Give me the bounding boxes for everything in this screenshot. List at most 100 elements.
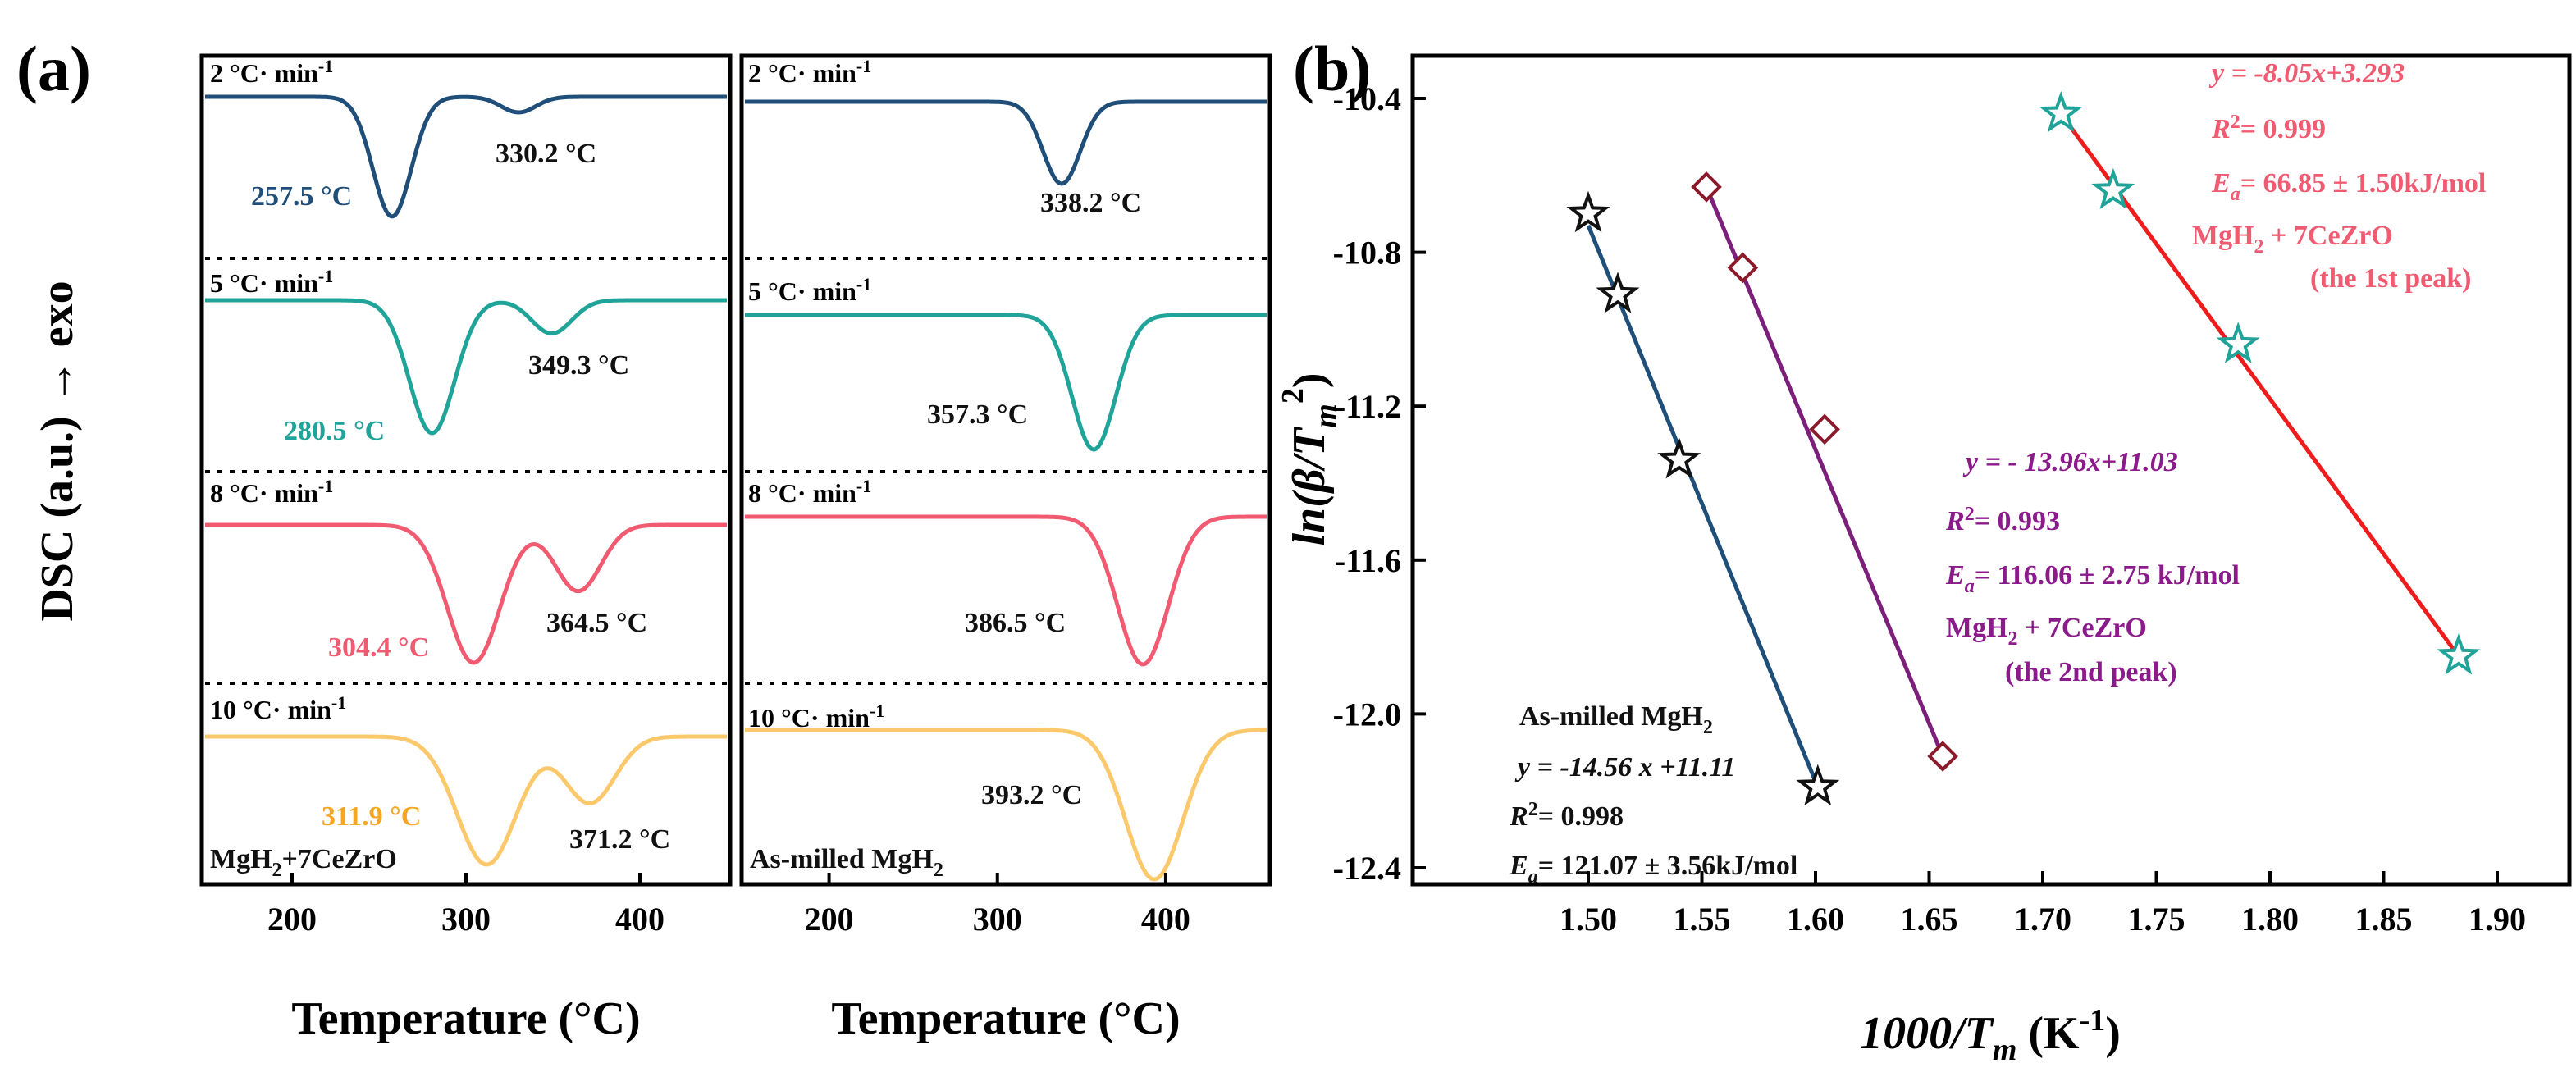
rate-label-left-8: 8 °C· min-1 (210, 476, 333, 508)
right-dsc-traces (745, 99, 1267, 882)
peak-label-right-10: 393.2 °C (981, 780, 1082, 810)
peak-label-left-10-first: 311.9 °C (322, 801, 421, 832)
dsc-curve-right-2 (745, 99, 1267, 186)
data-point-0-3 (1796, 764, 1840, 806)
peak-label-left-8-second: 364.5 °C (546, 608, 647, 638)
ytick-label--12: -12.0 (1333, 696, 1401, 732)
sample-label-right: As-milled MgH2 (750, 844, 943, 881)
peak-label-left-2-first: 257.5 °C (251, 181, 352, 212)
data-point-2-3 (2437, 633, 2481, 675)
name-first-peak: MgH2 + 7CeZrO (2192, 221, 2393, 258)
rate-label-right-2: 2 °C· min-1 (748, 56, 871, 88)
data-point-1-1 (1727, 252, 1759, 284)
data-point-2-0 (2039, 90, 2083, 133)
peak-label-left-8-first: 304.4 °C (328, 632, 429, 663)
ea-first-peak: Ea= 66.85 ± 1.50kJ/mol (2211, 168, 2486, 205)
rate-label-left-5: 5 °C· min-1 (210, 266, 333, 298)
dsc-curve-right-8 (745, 514, 1267, 667)
tick-label-right-400: 400 (1141, 901, 1190, 938)
tick-label-left-400: 400 (615, 901, 665, 938)
annotation-second-peak: y = - 13.96x+11.03 R2= 0.993 Ea= 116.06 … (1945, 447, 2240, 687)
rate-label-right-8: 8 °C· min-1 (748, 476, 871, 508)
dsc-curve-left-10 (205, 734, 727, 867)
panel-b-frame (1410, 53, 2572, 887)
data-point-1-0 (1691, 171, 1722, 203)
dsc-curve-left-2 (205, 94, 727, 219)
annotation-as-milled: As-milled MgH2 y = -14.56 x +11.11 R2= 0… (1509, 701, 1797, 888)
panel-b-label: (b) (1293, 33, 1371, 104)
ytick-label--12.4: -12.4 (1333, 850, 1401, 887)
peak-label-left-5-second: 349.3 °C (528, 350, 629, 381)
tick-label-left-300: 300 (441, 901, 491, 938)
name-second-peak: MgH2 + 7CeZrO (1946, 613, 2147, 650)
eq-second-peak: y = - 13.96x+11.03 (1962, 447, 2178, 477)
dotted-separators (205, 257, 1267, 685)
data-point-1-3 (1927, 741, 1958, 772)
panel-b-markers (1566, 90, 2481, 806)
peak-second-peak: (the 2nd peak) (2005, 657, 2177, 687)
xtick-label-1.65: 1.65 (1901, 901, 1958, 938)
dsc-curve-left-5 (205, 298, 727, 436)
data-point-1-2 (1809, 413, 1840, 445)
eq-as-milled: y = -14.56 x +11.11 (1514, 752, 1735, 783)
panel-a-xticks: 200 300 400 200 300 400 (267, 873, 1190, 938)
rate-labels-left: 2 °C· min-1 5 °C· min-1 8 °C· min-1 10 °… (210, 56, 346, 724)
xtick-label-1.8: 1.80 (2241, 901, 2299, 938)
ea-second-peak: Ea= 116.06 ± 2.75 kJ/mol (1945, 560, 2240, 597)
tick-label-right-200: 200 (805, 901, 854, 938)
ytick-label--11.2: -11.2 (1335, 388, 1401, 425)
dsc-curve-right-10 (745, 728, 1267, 882)
xtick-label-1.7: 1.70 (2014, 901, 2071, 938)
eq-first-peak: y = -8.05x+3.293 (2208, 58, 2405, 89)
rate-label-left-2: 2 °C· min-1 (210, 56, 333, 88)
r2-first-peak: R2= 0.999 (2211, 112, 2326, 144)
subplot-right-frame (739, 53, 1272, 887)
tick-label-left-200: 200 (267, 901, 317, 938)
name-as-milled: As-milled MgH2 (1519, 701, 1713, 738)
xtick-label-1.75: 1.75 (2128, 901, 2185, 938)
peak-labels-left: 257.5 °C 330.2 °C 280.5 °C 349.3 °C 304.… (251, 139, 670, 855)
data-point-2-2 (2216, 322, 2260, 363)
peak-label-left-2-second: 330.2 °C (496, 139, 596, 169)
fit-line-2 (2059, 112, 2460, 658)
panel-b-ylabel: ln(β/Tm2) (1276, 372, 1343, 545)
tick-label-right-300: 300 (973, 901, 1022, 938)
xtick-label-1.9: 1.90 (2469, 901, 2526, 938)
xtick-label-1.5: 1.50 (1560, 901, 1617, 938)
dsc-curve-left-8 (205, 522, 727, 665)
fit-line-1 (1704, 185, 1945, 757)
sample-label-left: MgH2+7CeZrO (210, 844, 397, 881)
panel-b-fit-lines (1586, 112, 2460, 788)
rate-label-left-10: 10 °C· min-1 (210, 692, 346, 724)
panel-b-xlabel: 1000/Tm (K-1) (1860, 1003, 2121, 1067)
peak-first-peak: (the 1st peak) (2310, 263, 2471, 294)
ytick-label--10.4: -10.4 (1333, 80, 1401, 117)
peak-label-right-5: 357.3 °C (927, 399, 1028, 430)
panel-a-label: (a) (16, 33, 91, 104)
peak-label-right-2: 338.2 °C (1040, 188, 1141, 218)
data-point-0-0 (1566, 190, 1610, 233)
ytick-label--10.8: -10.8 (1333, 235, 1401, 272)
xtick-label-1.55: 1.55 (1674, 901, 1731, 938)
r2-as-milled: R2= 0.998 (1509, 799, 1624, 832)
peak-label-left-5-first: 280.5 °C (284, 416, 385, 446)
fit-line-0 (1586, 224, 1820, 788)
ytick-label--11.6: -11.6 (1335, 542, 1401, 579)
xtick-label-1.85: 1.85 (2355, 901, 2413, 938)
rate-label-right-10: 10 °C· min-1 (748, 700, 884, 732)
data-point-0-1 (1596, 272, 1640, 313)
panel-a-xlabel-right: Temperature (°C) (831, 993, 1180, 1044)
data-point-2-1 (2091, 167, 2135, 210)
xtick-label-1.6: 1.60 (1787, 901, 1844, 938)
peak-label-right-8: 386.5 °C (965, 608, 1066, 638)
panel-a-ylabel: DSC (a.u.) → exo (32, 281, 83, 621)
rate-labels-right: 2 °C· min-1 5 °C· min-1 8 °C· min-1 10 °… (748, 56, 884, 732)
rate-label-right-5: 5 °C· min-1 (748, 274, 871, 306)
dsc-curve-right-5 (745, 313, 1267, 452)
ea-as-milled: Ea= 121.07 ± 3.56kJ/mol (1509, 851, 1797, 888)
annotation-first-peak: y = -8.05x+3.293 R2= 0.999 Ea= 66.85 ± 1… (2192, 58, 2486, 294)
peak-label-left-10-second: 371.2 °C (569, 824, 670, 855)
panel-b-ticks: 1.50 1.55 1.60 1.65 1.70 1.75 1.80 1.85 1.90 -10.… (1333, 80, 2526, 938)
peak-labels-right: 338.2 °C 357.3 °C 386.5 °C 393.2 °C (927, 188, 1141, 810)
